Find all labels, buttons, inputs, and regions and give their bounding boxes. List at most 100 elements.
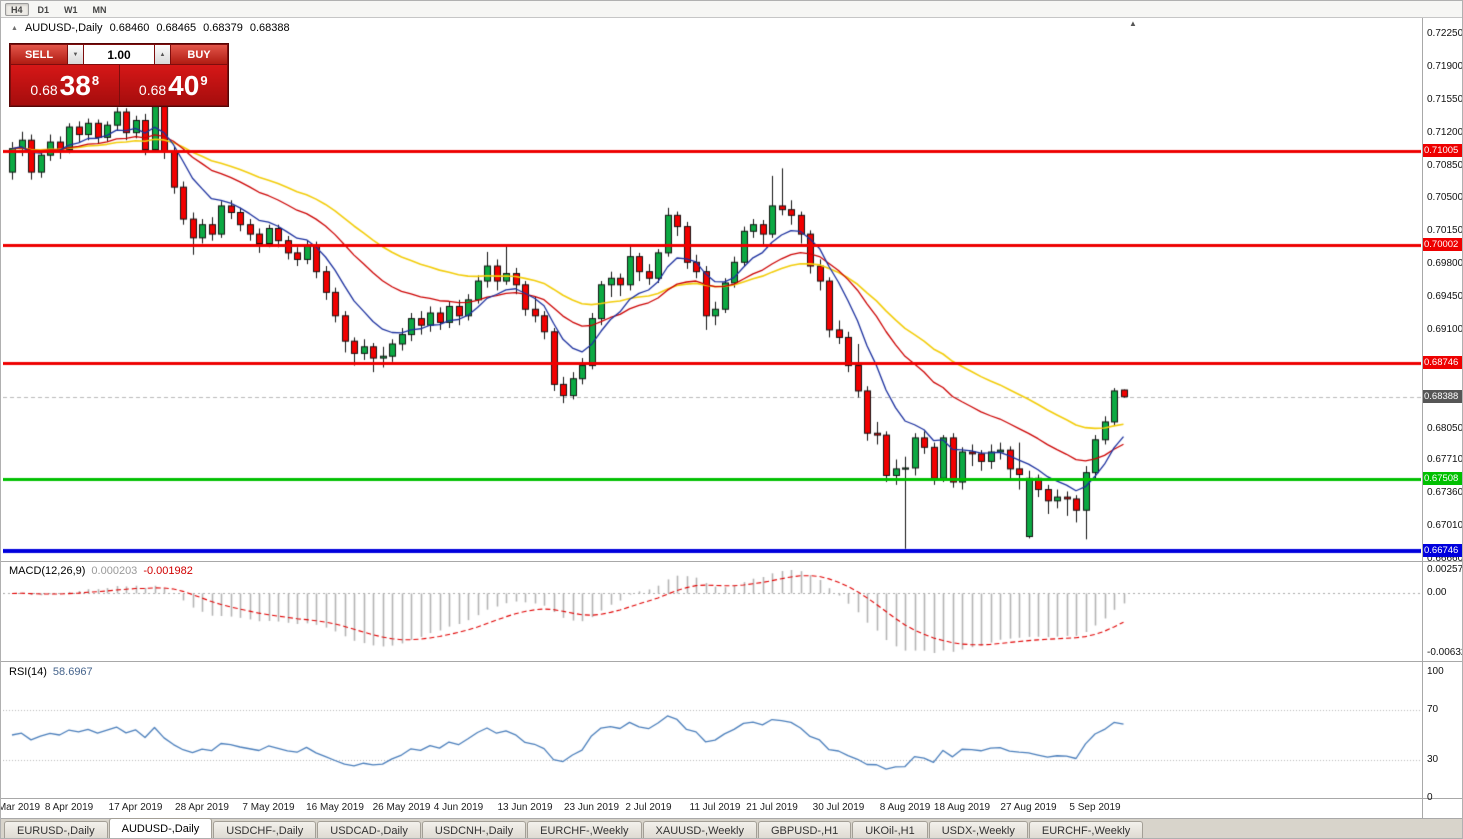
- price-tick: 0.67710: [1427, 454, 1463, 466]
- indicator-scale-label: 30: [1427, 754, 1439, 766]
- price-tick: 0.69100: [1427, 323, 1463, 335]
- volume-field: [84, 45, 154, 64]
- date-label: 17 Apr 2019: [108, 802, 163, 813]
- timeframe-button-h4[interactable]: H4: [5, 2, 29, 16]
- date-label: 7 May 2019: [242, 802, 295, 813]
- date-label: 5 Sep 2019: [1069, 802, 1121, 813]
- buy-price-big: 40: [168, 70, 200, 101]
- macd-signal-value: -0.001982: [143, 565, 193, 577]
- chart-tab-audusd-daily[interactable]: AUDUSD-,Daily: [108, 818, 213, 838]
- date-label: 18 Aug 2019: [933, 802, 991, 813]
- price-tick: 0.68050: [1427, 422, 1463, 434]
- chart-tabs-bar: EURUSD-,Daily AUDUSD-,Daily USDCHF-,Daily U…: [1, 818, 1462, 838]
- price-tick: 0.69450: [1427, 291, 1463, 303]
- indicator-scale-label: 70: [1427, 703, 1439, 715]
- chart-tab-usdx-weekly[interactable]: USDX-,Weekly: [928, 821, 1028, 838]
- date-label: 27 Aug 2019: [1000, 802, 1057, 813]
- chart-marker-icon: ▲: [11, 24, 18, 32]
- price-tick: 0.71550: [1427, 93, 1463, 105]
- price-line-label: 0.68746: [1423, 356, 1462, 370]
- date-label: 29 Mar 2019: [1, 802, 41, 813]
- sell-price-big: 38: [59, 70, 91, 101]
- date-label: 26 May 2019: [372, 802, 431, 813]
- date-label: 16 May 2019: [306, 802, 364, 813]
- date-label: 8 Aug 2019: [879, 802, 931, 813]
- sell-price-sup: 8: [91, 73, 100, 88]
- price-line-label: 0.70002: [1423, 238, 1462, 252]
- price-tick: 0.70150: [1427, 225, 1463, 237]
- rsi-title: RSI(14): [9, 666, 47, 678]
- price-tick: 0.70850: [1427, 159, 1463, 171]
- price-tick: 0.67010: [1427, 520, 1463, 532]
- chart-tab-usdchf-daily[interactable]: USDCHF-,Daily: [213, 821, 317, 838]
- time-axis-divider: [1, 798, 1462, 799]
- chart-tab-ukoil-h1[interactable]: UKOil-,H1: [852, 821, 928, 838]
- price-tick: 0.71200: [1427, 126, 1463, 138]
- sell-price-prefix: 0.68: [30, 82, 58, 98]
- chart-tab-eurchf-weekly[interactable]: EURCHF-,Weekly: [527, 821, 642, 838]
- price-tick: 0.66660: [1427, 553, 1463, 565]
- indicator-scale-label: 0: [1427, 792, 1433, 803]
- date-label: 30 Jul 2019: [812, 802, 865, 813]
- buy-price-button[interactable]: 0.68 40 9: [119, 65, 227, 105]
- macd-value: 0.000203: [91, 565, 138, 577]
- price-scale[interactable]: 0.72250 0.71900 0.71550 0.71200 0.70850 0.705…: [1423, 18, 1463, 818]
- timeframe-button-w1[interactable]: W1: [58, 3, 84, 16]
- timeframe-button-d1[interactable]: D1: [32, 3, 56, 16]
- main-chart-canvas[interactable]: [3, 18, 1421, 561]
- price-tick: 0.71900: [1427, 60, 1463, 72]
- indicator-scale-label: -0.006326: [1427, 647, 1462, 658]
- volume-increase-button[interactable]: ▲: [155, 45, 170, 64]
- timeframe-toolbar: H4 D1 W1 MN: [1, 1, 1462, 18]
- macd-panel-canvas[interactable]: [3, 562, 1421, 661]
- date-label: 8 Apr 2019: [44, 802, 94, 813]
- date-label: 2 Jul 2019: [625, 802, 672, 813]
- chart-tab-usdcnh-daily[interactable]: USDCNH-,Daily: [421, 821, 527, 838]
- chart-tab-xauusd-weekly[interactable]: XAUUSD-,Weekly: [642, 821, 757, 838]
- indicator-scale-label: 100: [1427, 666, 1444, 677]
- buy-price-sup: 9: [200, 73, 208, 88]
- chart-tab-usdcad-daily[interactable]: USDCAD-,Daily: [317, 821, 421, 838]
- macd-panel-divider[interactable]: [1, 561, 1462, 562]
- price-line-label: 0.71005: [1423, 143, 1462, 157]
- chart-shift-marker-icon: ▲: [1129, 19, 1137, 28]
- date-label: 23 Jun 2019: [563, 802, 620, 813]
- chart-tab-gbpusd-h1[interactable]: GBPUSD-,H1: [757, 821, 852, 838]
- ohlc-low: 0.68379: [203, 22, 243, 34]
- current-price-label: 0.68388: [1423, 389, 1462, 403]
- rsi-panel-canvas[interactable]: [3, 662, 1421, 798]
- volume-decrease-button[interactable]: ▼: [68, 45, 83, 64]
- price-axis-separator: [1422, 18, 1423, 818]
- date-label: 4 Jun 2019: [433, 802, 484, 813]
- ohlc-high: 0.68465: [156, 22, 197, 34]
- macd-title: MACD(12,26,9): [9, 565, 86, 577]
- chart-symbol: AUDUSD-,Daily: [24, 22, 103, 34]
- rsi-indicator-label: RSI(14) 58.6967: [9, 666, 93, 678]
- indicator-scale-label: 0.00: [1427, 587, 1447, 599]
- chart-tab-eurusd-daily[interactable]: EURUSD-,Daily: [4, 821, 108, 838]
- price-tick: 0.67360: [1427, 487, 1463, 499]
- indicator-scale-label: 0.002574: [1427, 564, 1463, 575]
- date-label: 21 Jul 2019: [746, 802, 798, 813]
- sell-button[interactable]: SELL: [11, 45, 67, 64]
- price-tick: 0.70500: [1427, 192, 1463, 204]
- volume-input[interactable]: [84, 46, 154, 63]
- price-tick: 0.72250: [1427, 28, 1463, 40]
- buy-button[interactable]: BUY: [171, 45, 227, 64]
- ohlc-open: 0.68460: [109, 22, 150, 34]
- date-label: 13 Jun 2019: [497, 802, 553, 813]
- date-label: 11 Jul 2019: [689, 802, 741, 813]
- rsi-panel-divider[interactable]: [1, 661, 1462, 662]
- date-label: 28 Apr 2019: [175, 802, 229, 813]
- buy-price-prefix: 0.68: [138, 82, 167, 98]
- ohlc-close: 0.68388: [249, 22, 290, 34]
- rsi-value: 58.6967: [52, 666, 93, 678]
- macd-indicator-label: MACD(12,26,9) 0.000203 -0.001982: [9, 565, 193, 577]
- sell-price-button[interactable]: 0.68 38 8: [11, 65, 119, 105]
- chart-tab-eurchf-weekly[interactable]: EURCHF-,Weekly: [1028, 821, 1144, 838]
- timeframe-button-mn[interactable]: MN: [87, 3, 113, 16]
- price-tick: 0.69800: [1427, 258, 1463, 270]
